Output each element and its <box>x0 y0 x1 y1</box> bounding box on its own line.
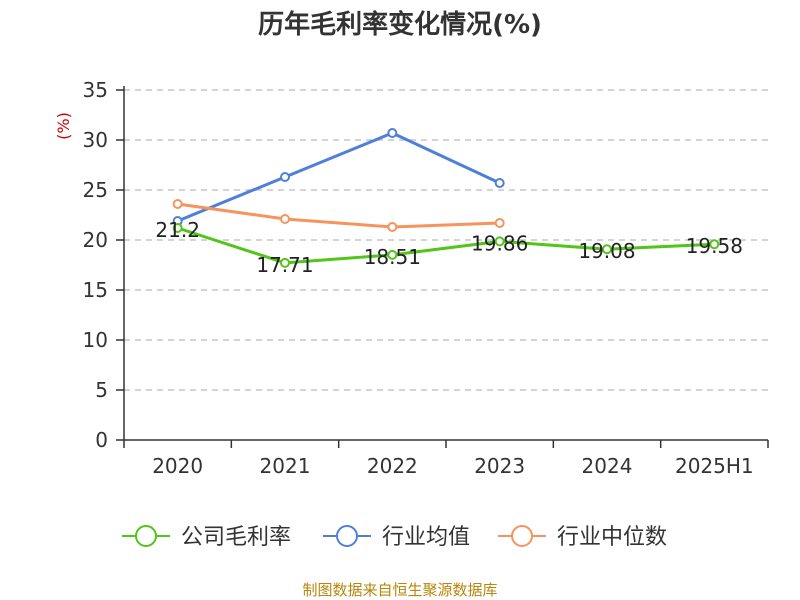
legend-label-0: 公司毛利率 <box>181 525 291 550</box>
data-point-2-2020 <box>172 199 183 209</box>
data-point-0-2021 <box>280 257 290 268</box>
legend: 公司毛利率 行业均值 行业中位数 <box>122 525 667 550</box>
x-tick-label-2020: 2020 <box>152 454 203 478</box>
data-point-2-2023 <box>494 218 505 228</box>
data-point-1-2021 <box>280 172 290 182</box>
legend-marker-0 <box>135 525 157 547</box>
data-label-2020: 21.2 <box>155 218 200 242</box>
data-point-0-2025H1 <box>709 239 720 250</box>
legend-item-2[interactable]: 行业中位数 <box>498 525 667 550</box>
data-label-2024: 19.08 <box>578 239 635 263</box>
chart-title: 历年毛利率变化情况(%) <box>258 9 542 40</box>
y-tick-label-15: 15 <box>83 278 108 302</box>
y-tick-label-35: 35 <box>83 78 108 102</box>
data-point-0-2022 <box>387 249 398 260</box>
legend-item-0[interactable]: 公司毛利率 <box>122 525 291 550</box>
source-note: 制图数据来自恒生聚源数据库 <box>302 581 497 599</box>
legend-item-1[interactable]: 行业均值 <box>323 525 470 550</box>
series-line-2 <box>177 202 500 229</box>
x-tick-label-2024: 2024 <box>582 454 633 478</box>
data-point-2-2022 <box>387 222 398 232</box>
series-2 <box>172 199 505 232</box>
legend-label-1: 行业均值 <box>382 525 470 550</box>
series-lines <box>172 128 720 268</box>
data-point-0-2024 <box>602 244 612 255</box>
grid-lines <box>124 89 768 391</box>
series-1 <box>172 128 505 226</box>
data-point-0-2023 <box>494 236 505 247</box>
data-label-2021: 17.71 <box>256 253 313 277</box>
data-labels: 21.2 17.71 18.51 19.86 19.08 19.58 <box>155 218 743 277</box>
data-point-1-2022 <box>387 128 398 138</box>
data-point-0-2020 <box>172 223 183 233</box>
x-tick-label-2022: 2022 <box>367 454 418 478</box>
y-tick-label-20: 20 <box>83 228 108 252</box>
data-label-2022: 18.51 <box>364 245 421 269</box>
data-label-2023: 19.86 <box>471 231 528 255</box>
legend-marker-2 <box>511 525 533 547</box>
series-line-0 <box>177 226 715 265</box>
y-tick-label-30: 30 <box>83 128 108 152</box>
data-point-2-2021 <box>280 214 290 224</box>
x-tick-label-2023: 2023 <box>474 454 525 478</box>
data-point-1-2023 <box>494 178 505 188</box>
x-tick-label-2021: 2021 <box>260 454 311 478</box>
legend-marker-1 <box>336 525 358 547</box>
legend-label-2: 行业中位数 <box>557 525 667 550</box>
y-axis-unit-label: (%) <box>54 112 73 140</box>
data-label-2025H1: 19.58 <box>686 234 743 258</box>
y-tick-label-10: 10 <box>83 328 108 352</box>
y-tick-label-5: 5 <box>95 378 108 402</box>
series-0 <box>172 223 720 268</box>
y-tick-label-25: 25 <box>83 178 108 202</box>
x-tick-label-2025H1: 2025H1 <box>675 454 754 478</box>
y-tick-label-0: 0 <box>95 428 108 452</box>
series-line-1 <box>177 131 501 223</box>
axes: 0 5 10 15 20 25 30 35 2020 2021 2022 2023 2024 2025H1 <box>83 78 769 478</box>
